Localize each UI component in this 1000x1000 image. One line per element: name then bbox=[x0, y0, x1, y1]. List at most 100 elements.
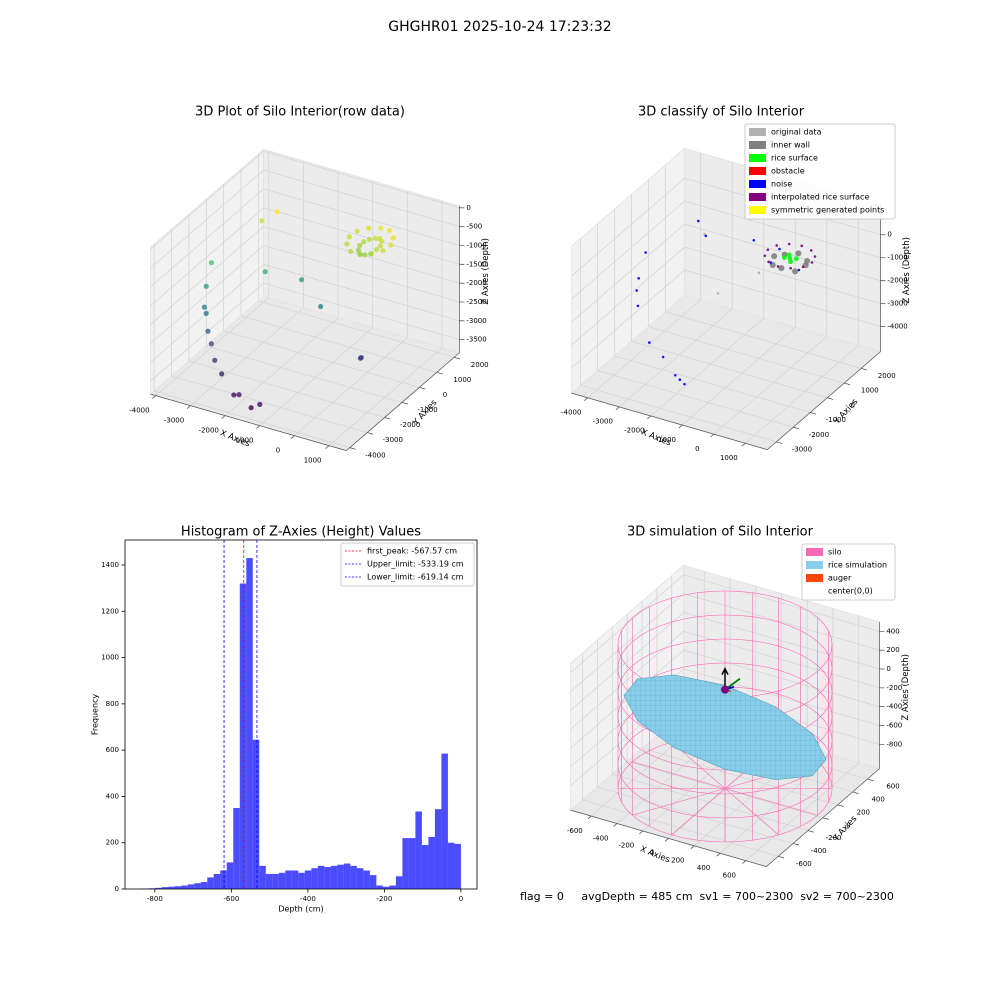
grid-line bbox=[188, 360, 385, 418]
point bbox=[236, 392, 242, 398]
legend-patch bbox=[806, 561, 823, 569]
bar bbox=[311, 868, 318, 889]
grid-line bbox=[155, 297, 270, 396]
grid-line bbox=[259, 327, 373, 426]
point bbox=[763, 254, 767, 258]
tick-mark bbox=[419, 387, 426, 390]
legend-label: original data bbox=[771, 128, 822, 137]
y-tick-label: 0 bbox=[851, 401, 855, 409]
x-tick-label: -200 bbox=[376, 895, 392, 903]
bar bbox=[168, 886, 175, 889]
bar bbox=[395, 876, 403, 889]
y-axis-label: Y Axies bbox=[832, 397, 861, 428]
point bbox=[813, 255, 817, 258]
tick-mark bbox=[807, 830, 814, 833]
x-tick-label: -2000 bbox=[199, 426, 219, 434]
z-tick-label: -3500 bbox=[466, 336, 486, 344]
tick-mark bbox=[221, 415, 226, 419]
point bbox=[390, 235, 396, 241]
y-tick-label: 2000 bbox=[471, 361, 489, 369]
y-tick-label: 1000 bbox=[101, 654, 119, 662]
legend-patch bbox=[806, 587, 823, 595]
bar bbox=[350, 865, 357, 889]
tick-mark bbox=[837, 804, 844, 807]
chart-title: 3D Plot of Silo Interior(row data) bbox=[195, 105, 405, 120]
tick-mark bbox=[861, 368, 868, 371]
point bbox=[716, 292, 720, 295]
point bbox=[377, 243, 384, 249]
z-tick-label: -4000 bbox=[887, 323, 907, 331]
point bbox=[778, 265, 785, 272]
x-tick-label: -3000 bbox=[593, 418, 613, 426]
bar bbox=[213, 873, 221, 889]
y-tick-label: 400 bbox=[871, 796, 884, 804]
point bbox=[354, 228, 360, 234]
z-tick-label: -800 bbox=[886, 740, 902, 748]
legend-patch bbox=[749, 193, 766, 201]
bar bbox=[434, 809, 442, 889]
grid-line bbox=[684, 200, 881, 258]
grid-line bbox=[631, 340, 828, 399]
y-tick-label: -4000 bbox=[365, 451, 385, 459]
legend-label: Upper_limit: -533.19 cm bbox=[367, 560, 464, 569]
point bbox=[786, 252, 792, 258]
tick-mark bbox=[290, 435, 295, 439]
grid-line bbox=[650, 317, 764, 417]
grid-line bbox=[150, 169, 264, 269]
grid-line bbox=[263, 282, 460, 340]
point bbox=[776, 265, 780, 268]
z-tick-label: -1000 bbox=[887, 254, 907, 262]
y-tick-label: 400 bbox=[106, 792, 119, 800]
z-tick-label: -2000 bbox=[466, 279, 486, 287]
bar bbox=[220, 870, 227, 889]
legend-patch bbox=[806, 548, 823, 556]
point bbox=[752, 238, 756, 242]
grid-line bbox=[571, 177, 685, 277]
legend-patch bbox=[749, 180, 766, 188]
y-tick-label: 1000 bbox=[453, 376, 471, 384]
x-tick-label: -400 bbox=[300, 895, 316, 903]
point bbox=[377, 225, 384, 231]
tick-mark bbox=[741, 442, 746, 447]
point bbox=[792, 268, 799, 275]
y-axis-label: Frequency bbox=[91, 694, 100, 736]
z-tick-label: 0 bbox=[886, 665, 890, 673]
grid-line bbox=[206, 345, 403, 403]
bar bbox=[408, 838, 416, 889]
point bbox=[380, 248, 386, 254]
y-tick-label: -1000 bbox=[417, 406, 437, 414]
point bbox=[346, 234, 352, 240]
x-tick-label: -1000 bbox=[656, 436, 676, 444]
grid-line bbox=[648, 326, 845, 384]
grid-line bbox=[171, 375, 368, 433]
tick-mark bbox=[401, 402, 408, 405]
z-tick-label: -3000 bbox=[887, 300, 907, 308]
tick-mark bbox=[664, 838, 669, 842]
x-tick-label: -600 bbox=[567, 827, 583, 835]
point bbox=[231, 392, 237, 398]
chart-title: Histogram of Z-Axies (Height) Values bbox=[181, 525, 421, 540]
bar bbox=[155, 887, 162, 889]
point bbox=[201, 304, 208, 310]
grid-line bbox=[570, 574, 684, 673]
point bbox=[788, 259, 793, 265]
point bbox=[388, 242, 394, 248]
x-tick-label: 0 bbox=[695, 445, 699, 453]
center-point bbox=[721, 685, 729, 694]
tick-mark bbox=[678, 424, 683, 429]
grid-line bbox=[190, 307, 304, 406]
tick-mark bbox=[587, 815, 592, 820]
point bbox=[208, 341, 214, 347]
grid-line bbox=[684, 223, 881, 281]
grid-line bbox=[580, 385, 777, 443]
grid-line bbox=[582, 799, 779, 857]
x-tick-label: 1000 bbox=[720, 454, 738, 462]
z-axis-label: Z Axies (Depth) bbox=[902, 237, 912, 304]
y-tick-label: 1400 bbox=[101, 561, 119, 569]
point bbox=[318, 303, 324, 310]
tick-mark bbox=[742, 860, 746, 864]
x-axis-label: X Axies bbox=[638, 844, 671, 865]
y-tick-label: 1000 bbox=[861, 387, 879, 395]
x-axis-label: X Axies bbox=[639, 427, 672, 448]
grid-line bbox=[571, 223, 685, 323]
